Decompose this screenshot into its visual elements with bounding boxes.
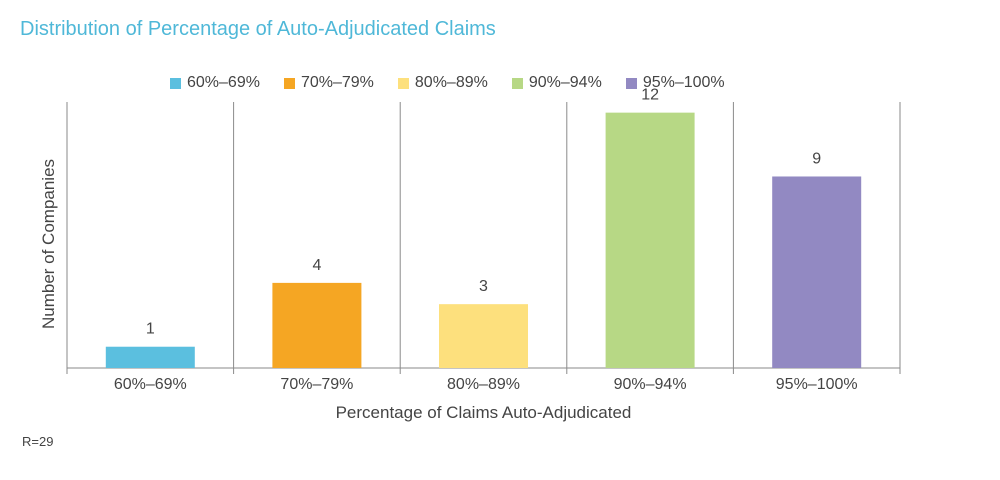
legend-swatch-60-69 xyxy=(170,77,181,89)
legend-label-80-89: 80%–89% xyxy=(414,74,488,91)
bar xyxy=(439,304,528,368)
chart-legend: 60%–69% 70%–79% 80%–89% 90%–94% 95%–100% xyxy=(170,72,749,94)
legend-label-60-69: 60%–69% xyxy=(187,74,260,91)
x-tick-label: 70%–79% xyxy=(280,376,353,393)
x-tick-label: 60%–69% xyxy=(114,376,187,393)
legend-item-80-89: 80%–89% xyxy=(397,74,488,92)
legend-label-95-100: 95%–100% xyxy=(642,74,725,91)
legend-item-95-100: 95%–100% xyxy=(625,74,725,92)
bar xyxy=(105,346,195,368)
legend-item-90-94: 90%–94% xyxy=(511,74,602,92)
sample-size-note: R=29 xyxy=(22,434,54,449)
legend-swatch-80-89 xyxy=(397,77,409,89)
x-tick-label: 95%–100% xyxy=(776,376,858,393)
legend-swatch-90-94 xyxy=(511,77,523,89)
y-axis-title: Number of Companies xyxy=(39,159,58,329)
legend-swatch-95-100 xyxy=(625,77,637,89)
x-tick-label: 90%–94% xyxy=(614,376,687,393)
bar xyxy=(272,282,362,368)
data-label: 1 xyxy=(146,321,155,338)
data-label: 3 xyxy=(479,278,488,295)
legend-item-60-69: 60%–69% xyxy=(170,74,260,92)
legend-label-70-79: 70%–79% xyxy=(300,74,374,91)
x-axis-title: Percentage of Claims Auto-Adjudicated xyxy=(336,403,632,422)
data-label: 12 xyxy=(641,87,659,104)
legend-swatch-70-79 xyxy=(283,77,295,89)
legend-label-90-94: 90%–94% xyxy=(528,74,602,91)
x-tick-label: 80%–89% xyxy=(447,376,520,393)
bar xyxy=(605,112,695,368)
bar xyxy=(772,176,862,368)
data-label: 9 xyxy=(812,150,821,167)
data-label: 4 xyxy=(312,257,321,274)
legend-item-70-79: 70%–79% xyxy=(283,74,374,92)
chart-title: Distribution of Percentage of Auto-Adjud… xyxy=(20,18,496,40)
